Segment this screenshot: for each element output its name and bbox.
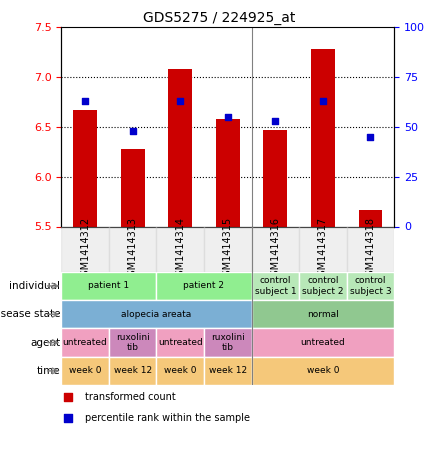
Text: week 0: week 0 bbox=[164, 366, 197, 376]
Point bbox=[129, 127, 136, 135]
FancyBboxPatch shape bbox=[156, 357, 204, 385]
FancyBboxPatch shape bbox=[299, 272, 346, 300]
FancyBboxPatch shape bbox=[346, 272, 394, 300]
Point bbox=[224, 113, 231, 120]
Bar bbox=[251, 226, 299, 272]
Point bbox=[272, 117, 279, 125]
Bar bbox=[156, 226, 204, 272]
Text: time: time bbox=[37, 366, 60, 376]
Point bbox=[81, 97, 88, 105]
Text: untreated: untreated bbox=[63, 338, 107, 347]
Text: week 12: week 12 bbox=[113, 366, 152, 376]
Bar bbox=[359, 210, 382, 226]
FancyBboxPatch shape bbox=[109, 357, 156, 385]
Text: ruxolini
tib: ruxolini tib bbox=[211, 333, 245, 352]
Bar bbox=[263, 130, 287, 226]
Bar bbox=[73, 110, 97, 226]
Bar bbox=[346, 226, 394, 272]
Text: patient 2: patient 2 bbox=[184, 281, 225, 290]
Bar bbox=[299, 226, 346, 272]
Text: untreated: untreated bbox=[158, 338, 203, 347]
Text: GSM1414314: GSM1414314 bbox=[175, 217, 185, 282]
Text: week 0: week 0 bbox=[307, 366, 339, 376]
Bar bbox=[109, 226, 156, 272]
Bar bbox=[121, 149, 145, 226]
FancyBboxPatch shape bbox=[61, 328, 109, 357]
Point bbox=[177, 97, 184, 105]
FancyBboxPatch shape bbox=[251, 272, 299, 300]
FancyBboxPatch shape bbox=[61, 300, 251, 328]
Text: agent: agent bbox=[30, 337, 60, 347]
Text: week 12: week 12 bbox=[208, 366, 247, 376]
FancyBboxPatch shape bbox=[204, 357, 251, 385]
Text: week 0: week 0 bbox=[69, 366, 101, 376]
Text: ruxolini
tib: ruxolini tib bbox=[116, 333, 149, 352]
FancyBboxPatch shape bbox=[109, 328, 156, 357]
Point bbox=[285, 328, 292, 335]
Text: percentile rank within the sample: percentile rank within the sample bbox=[85, 413, 250, 423]
Bar bbox=[204, 226, 251, 272]
FancyBboxPatch shape bbox=[204, 328, 251, 357]
Text: transformed count: transformed count bbox=[85, 392, 175, 402]
Bar bbox=[168, 69, 192, 226]
Text: GSM1414317: GSM1414317 bbox=[318, 217, 328, 282]
FancyBboxPatch shape bbox=[156, 272, 251, 300]
Text: normal: normal bbox=[307, 310, 339, 319]
Text: control
subject 1: control subject 1 bbox=[254, 276, 296, 296]
Text: individual: individual bbox=[9, 281, 60, 291]
Bar bbox=[311, 49, 335, 226]
Point bbox=[319, 97, 326, 105]
FancyBboxPatch shape bbox=[156, 328, 204, 357]
Text: GSM1414315: GSM1414315 bbox=[223, 217, 233, 282]
FancyBboxPatch shape bbox=[251, 300, 394, 328]
Text: GDS5275 / 224925_at: GDS5275 / 224925_at bbox=[143, 11, 295, 25]
Text: GSM1414312: GSM1414312 bbox=[80, 217, 90, 282]
Bar bbox=[216, 119, 240, 226]
FancyBboxPatch shape bbox=[61, 357, 109, 385]
Point bbox=[367, 133, 374, 140]
Text: patient 1: patient 1 bbox=[88, 281, 130, 290]
Text: GSM1414318: GSM1414318 bbox=[365, 217, 375, 282]
Text: control
subject 3: control subject 3 bbox=[350, 276, 391, 296]
FancyBboxPatch shape bbox=[61, 272, 156, 300]
Text: GSM1414313: GSM1414313 bbox=[127, 217, 138, 282]
Text: alopecia areata: alopecia areata bbox=[121, 310, 191, 319]
Text: disease state: disease state bbox=[0, 309, 60, 319]
Bar bbox=[61, 226, 109, 272]
Point bbox=[285, 142, 292, 149]
Text: untreated: untreated bbox=[300, 338, 345, 347]
FancyBboxPatch shape bbox=[251, 328, 394, 357]
FancyBboxPatch shape bbox=[251, 357, 394, 385]
Text: control
subject 2: control subject 2 bbox=[302, 276, 344, 296]
Text: GSM1414316: GSM1414316 bbox=[270, 217, 280, 282]
